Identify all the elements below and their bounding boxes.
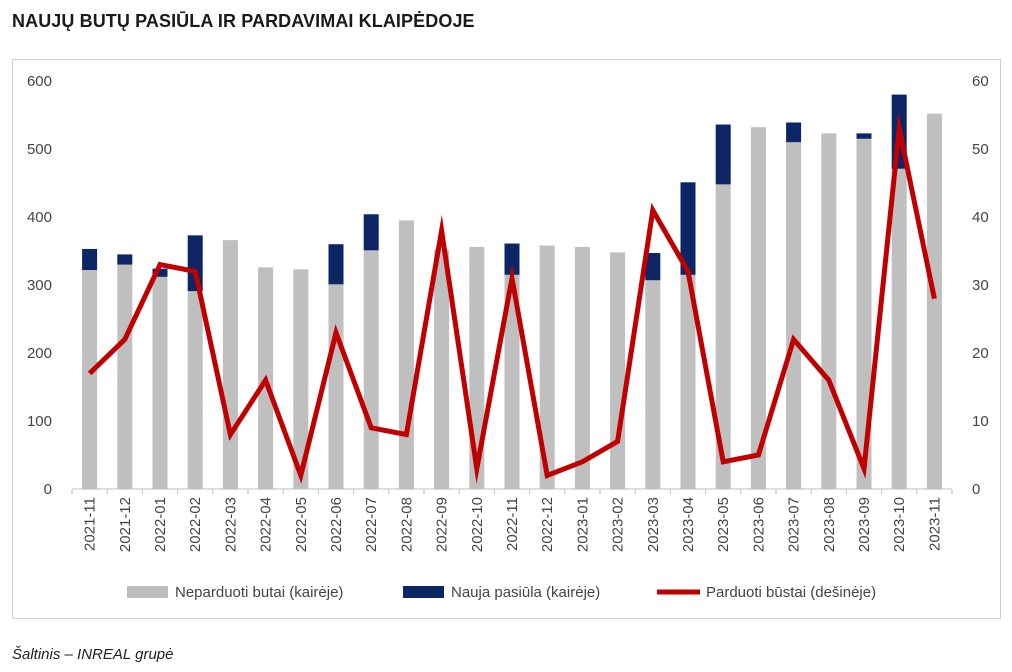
y-right-tick-label: 0 (972, 481, 980, 498)
x-category-label: 2022-01 (152, 497, 169, 552)
x-category-label: 2021-12 (117, 497, 134, 552)
y-left-tick-label: 300 (27, 277, 52, 294)
bar-new-supply (504, 243, 520, 275)
chart-svg: 0 100 200 300 400 500 600 0 10 20 30 40 50 60 2021-11 2… (27, 73, 989, 601)
y-left-tick-label: 600 (27, 73, 52, 90)
bar-unsold (222, 240, 238, 489)
x-category-label: 2023-10 (891, 497, 908, 552)
legend-label-new-supply: Nauja pasiūla (kairėje) (451, 584, 600, 601)
bar-new-supply (82, 248, 98, 271)
x-category-label: 2022-02 (187, 497, 204, 552)
bar-unsold (363, 250, 379, 489)
bar-unsold (152, 276, 168, 489)
bar-new-supply (152, 268, 168, 277)
y-left-tick-label: 500 (27, 141, 52, 158)
bar-unsold (821, 133, 837, 490)
bar-unsold (328, 284, 344, 489)
x-category-label: 2023-02 (610, 497, 627, 552)
x-category-label: 2022-09 (434, 497, 451, 552)
chart-frame (12, 59, 1001, 619)
bar-unsold (750, 127, 766, 490)
y-right-tick-label: 30 (972, 277, 989, 294)
bar-new-supply (786, 122, 802, 143)
x-category-label: 2022-06 (328, 497, 345, 552)
legend-swatch-unsold (127, 586, 168, 598)
x-category-label: 2023-03 (645, 497, 662, 552)
x-category-label: 2023-04 (680, 497, 697, 552)
x-category-label: 2022-12 (539, 497, 556, 552)
x-category-label: 2023-01 (574, 497, 591, 552)
sold-line (87, 112, 937, 484)
x-category-label: 2022-08 (398, 497, 415, 552)
x-category-label: 2022-07 (363, 497, 380, 552)
bar-unsold (715, 184, 731, 490)
legend-label-sold: Parduoti būstai (dešinėje) (706, 584, 876, 601)
bar-unsold (574, 246, 590, 489)
bar-unsold (680, 274, 696, 489)
bar-unsold (856, 138, 872, 490)
bar-unsold (117, 264, 133, 489)
y-right-tick-label: 50 (972, 141, 989, 158)
bar-unsold (645, 280, 661, 489)
x-category-label: 2023-11 (926, 497, 943, 551)
legend-label-unsold: Neparduoti butai (kairėje) (175, 584, 343, 601)
bar-unsold (187, 291, 203, 489)
bar-new-supply (856, 133, 872, 139)
y-left-tick-label: 400 (27, 209, 52, 226)
bar-unsold (926, 113, 942, 489)
bar-unsold (398, 220, 414, 489)
x-category-label: 2023-07 (786, 497, 803, 552)
y-left-tick-label: 0 (44, 481, 52, 498)
y-right-tick-label: 10 (972, 413, 989, 430)
bar-new-supply (645, 253, 661, 281)
x-category-label: 2022-11 (504, 497, 521, 551)
bar-unsold (539, 245, 555, 489)
x-category-label: 2023-06 (750, 497, 767, 552)
x-category-label: 2021-11 (82, 497, 99, 551)
chart-title: NAUJŲ BUTŲ PASIŪLA IR PARDAVIMAI KLAIPĖD… (12, 11, 475, 31)
bar-unsold (82, 270, 98, 489)
bar-new-supply (363, 214, 379, 251)
source-note: Šaltinis – INREAL grupė (12, 646, 174, 663)
bar-unsold (504, 274, 520, 489)
bar-new-supply (328, 244, 344, 285)
y-right-tick-label: 40 (972, 209, 989, 226)
x-category-label: 2023-05 (715, 497, 732, 552)
x-category-label: 2022-10 (469, 497, 486, 552)
bar-unsold (786, 142, 802, 489)
y-right-tick-label: 60 (972, 73, 989, 90)
x-category-label: 2022-04 (258, 497, 275, 552)
legend-swatch-new-supply (403, 586, 444, 598)
bar-unsold (610, 252, 626, 489)
x-category-label: 2023-08 (821, 497, 838, 552)
bar-unsold (434, 249, 450, 489)
x-category-label: 2022-05 (293, 497, 310, 552)
x-category-label: 2023-09 (856, 497, 873, 552)
bar-new-supply (680, 182, 696, 275)
bar-unsold (293, 269, 309, 489)
bar-new-supply (715, 124, 731, 185)
y-left-tick-label: 200 (27, 345, 52, 362)
y-right-tick-label: 20 (972, 345, 989, 362)
x-category-label: 2022-03 (222, 497, 239, 552)
bar-unsold (891, 168, 907, 489)
bar-new-supply (117, 254, 133, 265)
y-left-tick-label: 100 (27, 413, 52, 430)
